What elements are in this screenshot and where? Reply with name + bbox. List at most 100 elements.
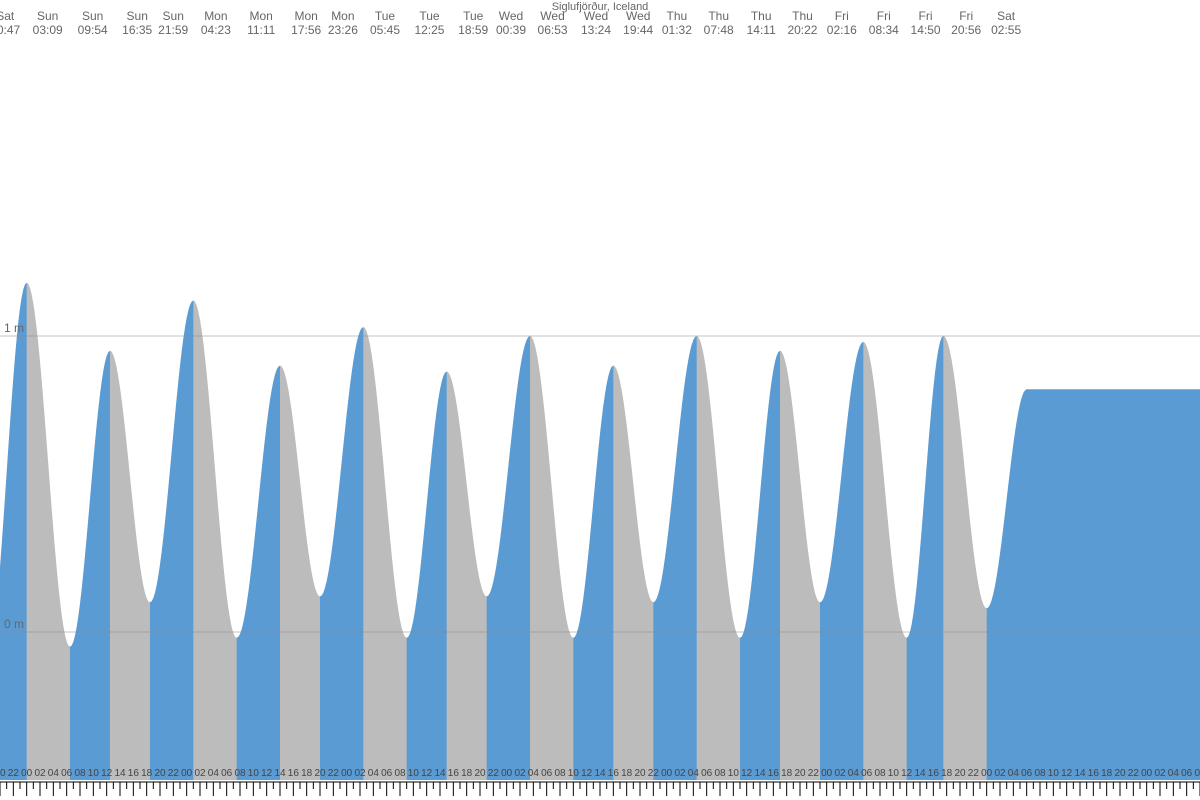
x-hour-label: 02 <box>834 768 846 779</box>
x-hour-label: 22 <box>168 768 180 779</box>
x-hour-label: 16 <box>768 768 780 779</box>
x-hour-label: 10 <box>568 768 580 779</box>
header-time-label: 04:23 <box>201 23 231 37</box>
x-hour-label: 10 <box>728 768 740 779</box>
header-day-label: Sun <box>82 9 103 23</box>
header-time-label: 13:24 <box>581 23 611 37</box>
x-hour-label: 16 <box>1088 768 1100 779</box>
x-hour-label: 22 <box>648 768 660 779</box>
x-hour-label: 12 <box>261 768 273 779</box>
x-hour-label: 06 <box>61 768 73 779</box>
header-day-label: Thu <box>792 9 813 23</box>
header-time-label: 14:50 <box>911 23 941 37</box>
header-day-label: Tue <box>463 9 484 23</box>
header-time-label: 02:16 <box>827 23 857 37</box>
x-hour-label: 20 <box>954 768 966 779</box>
tide-rising-segment <box>407 372 449 780</box>
tide-rising-segment <box>70 351 112 780</box>
x-hour-label: 08 <box>714 768 726 779</box>
x-hour-label: 20 <box>1114 768 1126 779</box>
x-hour-label: 18 <box>781 768 793 779</box>
x-hour-label: 04 <box>368 768 380 779</box>
x-hour-label: 14 <box>274 768 286 779</box>
x-hour-label: 04 <box>528 768 540 779</box>
chart-title: Siglufjörður, Iceland <box>552 1 649 13</box>
header-time-label: 20:56 <box>951 23 981 37</box>
header-time-label: 17:56 <box>291 23 321 37</box>
header-time-label: 00:39 <box>496 23 526 37</box>
x-hour-label: 04 <box>48 768 60 779</box>
x-hour-label: 20 <box>314 768 326 779</box>
x-hour-label: 08 <box>1034 768 1046 779</box>
x-hour-label: 14 <box>1074 768 1086 779</box>
x-hour-label: 06 <box>381 768 393 779</box>
tide-rising-segment <box>820 342 865 780</box>
x-hour-label: 02 <box>354 768 366 779</box>
header-day-label: Tue <box>419 9 440 23</box>
x-hour-label: 00 <box>501 768 513 779</box>
x-hour-label: 00 <box>21 768 33 779</box>
x-hour-label: 06 <box>221 768 233 779</box>
header-day-label: Thu <box>667 9 688 23</box>
x-hour-label: 16 <box>128 768 140 779</box>
tide-rising-segment <box>987 389 1200 780</box>
tide-falling-segment <box>613 366 655 780</box>
x-hour-label: 20 <box>794 768 806 779</box>
tide-falling-segment <box>27 283 72 780</box>
x-hour-label: 04 <box>208 768 220 779</box>
header-day-label: Mon <box>204 9 227 23</box>
header-labels: Sat20:47Sun03:09Sun09:54Sun16:35Sun21:59… <box>0 9 1021 37</box>
tide-chart: 1 m0 m Sat20:47Sun03:09Sun09:54Sun16:35S… <box>0 0 1200 800</box>
x-hour-label: 22 <box>488 768 500 779</box>
x-hour-label: 08 <box>234 768 246 779</box>
x-hour-label: 16 <box>448 768 460 779</box>
x-hour-label: 22 <box>808 768 820 779</box>
x-hour-label: 18 <box>621 768 633 779</box>
x-hour-label: 02 <box>1154 768 1166 779</box>
header-day-label: Mon <box>331 9 354 23</box>
header-time-label: 06:53 <box>538 23 568 37</box>
x-hour-label: 18 <box>141 768 153 779</box>
x-hour-label: 08 <box>394 768 406 779</box>
x-hour-label: 02 <box>34 768 46 779</box>
x-hour-label: 12 <box>101 768 113 779</box>
x-hour-label: 10 <box>248 768 260 779</box>
x-hour-label: 04 <box>688 768 700 779</box>
x-hour-label: 06 <box>861 768 873 779</box>
x-hour-label: 00 <box>341 768 353 779</box>
tide-falling-segment <box>530 336 575 780</box>
x-hour-label: 00 <box>1141 768 1153 779</box>
header-time-label: 19:44 <box>623 23 653 37</box>
x-hour-label: 06 <box>701 768 713 779</box>
header-time-label: 14:11 <box>747 23 776 37</box>
x-hour-label: 04 <box>1168 768 1180 779</box>
x-hour-label: 00 <box>181 768 193 779</box>
header-time-label: 09:54 <box>78 23 108 37</box>
header-day-label: Sat <box>0 9 15 23</box>
tide-falling-segment <box>193 300 238 780</box>
header-time-label: 02:55 <box>991 23 1021 37</box>
header-time-label: 18:59 <box>458 23 488 37</box>
x-hour-label: 18 <box>301 768 313 779</box>
x-hour-label: 02 <box>994 768 1006 779</box>
header-time-label: 08:34 <box>869 23 899 37</box>
tide-rising-segment <box>150 300 195 780</box>
header-time-label: 12:25 <box>414 23 444 37</box>
header-day-label: Mon <box>250 9 273 23</box>
tide-rising-segment <box>0 283 28 780</box>
x-hour-label: 14 <box>114 768 126 779</box>
x-hour-label: 06 <box>541 768 553 779</box>
header-day-label: Fri <box>877 9 891 23</box>
x-hour-label: 12 <box>741 768 753 779</box>
x-hour-label: 14 <box>594 768 606 779</box>
tide-rising-segment <box>320 327 365 780</box>
header-time-label: 20:22 <box>787 23 817 37</box>
header-time-label: 11:11 <box>247 23 276 37</box>
x-hour-label: 14 <box>434 768 446 779</box>
header-day-label: Sun <box>127 9 148 23</box>
x-hour-label: 04 <box>1008 768 1020 779</box>
tide-falling-segment <box>280 366 322 780</box>
x-hour-label: 18 <box>461 768 473 779</box>
x-hour-label: 04 <box>848 768 860 779</box>
tide-falling-segment <box>363 327 408 780</box>
